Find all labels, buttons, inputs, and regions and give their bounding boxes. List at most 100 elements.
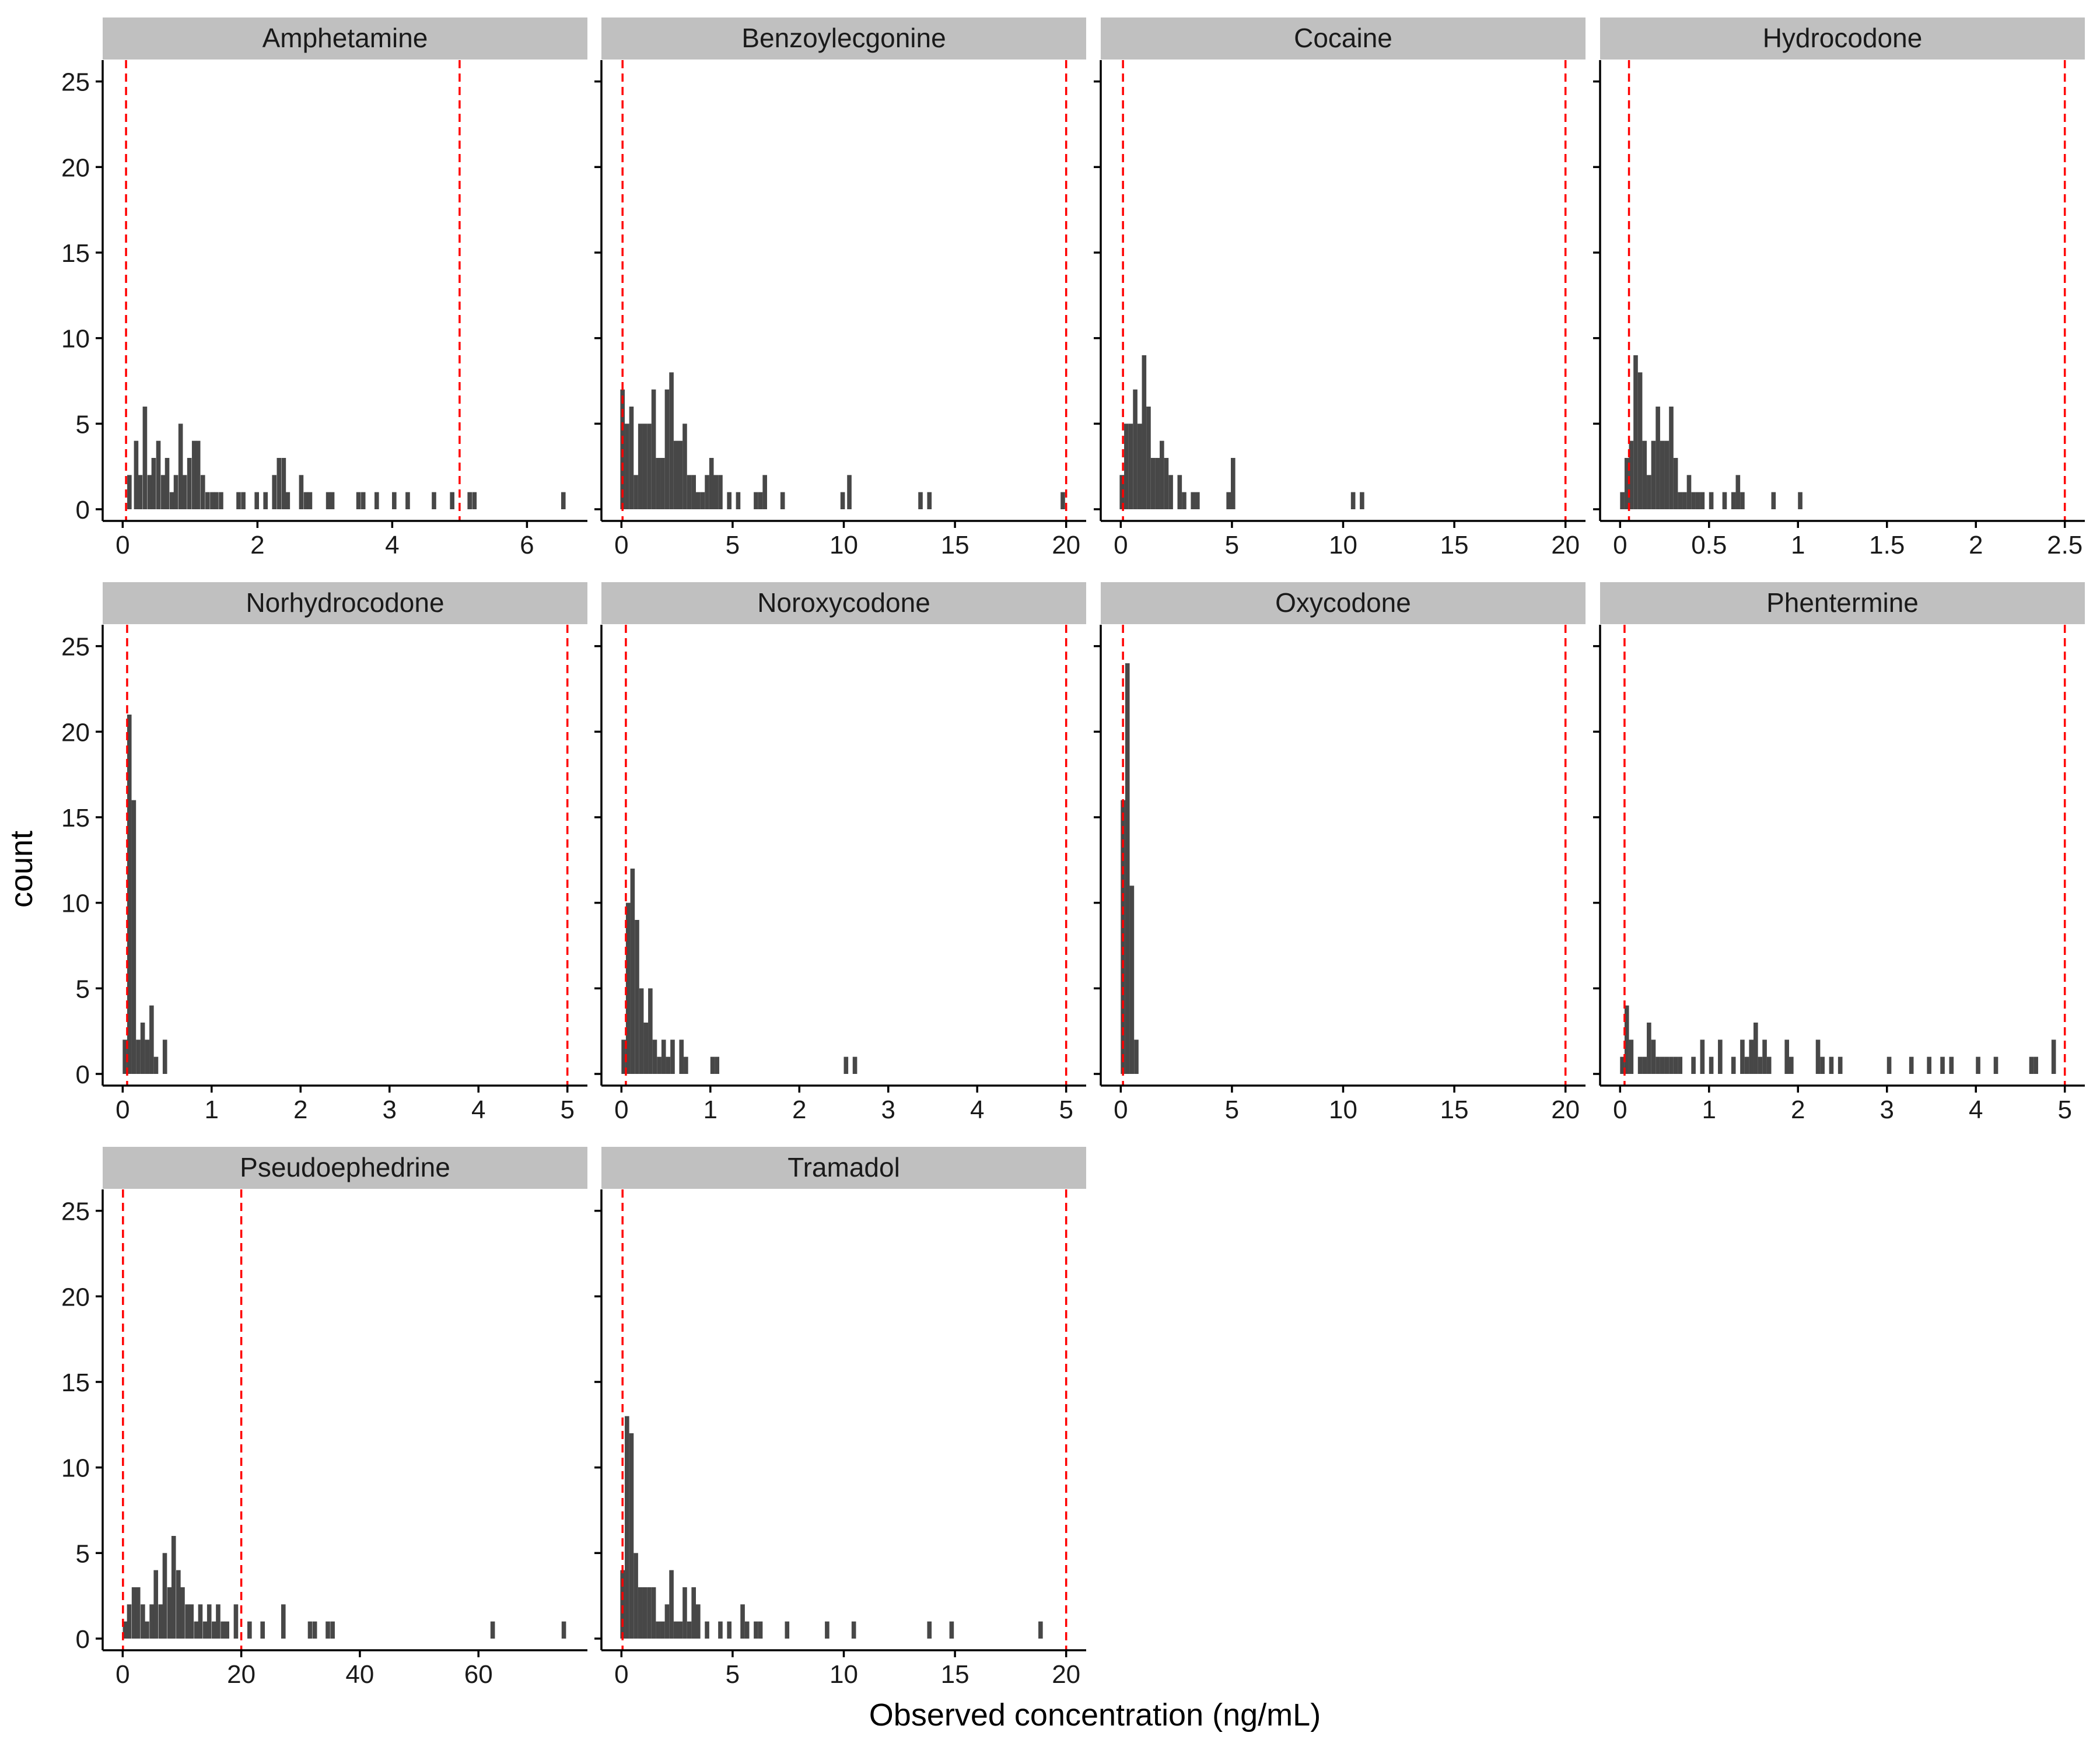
histogram-bar: [638, 1587, 643, 1639]
histogram-bar: [1182, 492, 1186, 509]
histogram-bar: [1038, 1621, 1043, 1639]
histogram-bar: [758, 1621, 763, 1639]
histogram-bar: [639, 988, 644, 1074]
x-tick-label: 0: [1613, 531, 1627, 559]
x-tick-label: 2: [1969, 531, 1983, 559]
histogram-bar: [330, 492, 335, 509]
histogram-bar: [696, 1604, 701, 1639]
histogram-bar: [2029, 1056, 2034, 1074]
facet-strip: [601, 582, 1086, 624]
y-tick-label: 10: [61, 1454, 90, 1483]
histogram-bar: [1976, 1056, 1980, 1074]
histogram-bar: [182, 475, 187, 509]
facet-strip: [1101, 582, 1586, 624]
x-tick-label: 5: [726, 1660, 740, 1689]
facet-phentermine: Phentermine 0 1 2 3 4 5: [1593, 582, 2085, 1124]
histogram-bar: [652, 1040, 657, 1074]
histogram-bar: [1142, 355, 1147, 509]
histogram-bar: [1656, 407, 1660, 509]
x-tick-label: 3: [881, 1096, 895, 1124]
histogram-bar: [160, 475, 166, 509]
histogram-bar: [210, 492, 215, 509]
facet-strip-label: Benzoylecgonine: [741, 23, 946, 53]
facet-strip: [1600, 582, 2085, 624]
facet-hydrocodone: Hydrocodone 0 0.5 1 1.5 2 2.5: [1593, 18, 2085, 559]
histogram-bar: [754, 492, 758, 509]
histogram-bar: [1789, 1056, 1794, 1074]
histogram-bar: [1168, 475, 1173, 509]
histogram-bar: [634, 475, 638, 509]
histogram-bar: [727, 492, 732, 509]
histogram-bar: [171, 1536, 176, 1639]
histogram-bar: [844, 1056, 849, 1074]
histogram-bar: [1191, 492, 1195, 509]
histogram-bar: [1629, 440, 1634, 509]
y-tick-label: 25: [61, 1198, 90, 1226]
histogram-bar: [927, 1621, 932, 1639]
x-tick-label: 1: [704, 1096, 718, 1124]
histogram-bar: [1656, 1056, 1660, 1074]
histogram-bar: [1718, 1040, 1723, 1074]
histogram-bar: [851, 1621, 856, 1639]
x-tick-label: 5: [1225, 531, 1239, 559]
histogram-bar: [392, 492, 397, 509]
histogram-bar: [852, 1056, 858, 1074]
histogram-bar: [1133, 389, 1138, 509]
histogram-bar: [1731, 1056, 1736, 1074]
histogram-bar: [678, 440, 683, 509]
histogram-bar: [1909, 1056, 1914, 1074]
histogram-bar: [1927, 1056, 1931, 1074]
histogram-bar: [1735, 475, 1741, 509]
histogram-bar: [700, 492, 705, 509]
histogram-bar: [1125, 663, 1130, 1074]
histogram-bar: [134, 440, 139, 509]
histogram-bar: [187, 458, 192, 509]
x-tick-label: 20: [227, 1660, 256, 1689]
histogram-bar: [330, 1621, 335, 1639]
histogram-bar: [142, 407, 148, 509]
histogram-bar: [1815, 1040, 1821, 1074]
histogram-bar: [1691, 1056, 1696, 1074]
histogram-bar: [678, 1621, 683, 1639]
histogram-bar: [1798, 492, 1803, 509]
histogram-bar: [1119, 475, 1125, 509]
histogram-bar: [1784, 1040, 1790, 1074]
facet-strip: [103, 18, 587, 60]
histogram-bar: [156, 440, 161, 509]
histogram-bar: [561, 492, 566, 509]
x-tick-label: 10: [1329, 531, 1357, 559]
histogram-bar: [405, 492, 410, 509]
x-tick-label: 0: [116, 531, 130, 559]
x-tick-label: 10: [830, 1660, 858, 1689]
histogram-bar: [705, 1621, 709, 1639]
histogram-bar: [202, 1621, 208, 1639]
histogram-bar: [1758, 1056, 1763, 1074]
histogram-bar: [682, 1587, 687, 1639]
x-tick-label: 2: [792, 1096, 806, 1124]
histogram-bar: [1754, 1023, 1758, 1074]
x-tick-label: 5: [560, 1096, 574, 1124]
histogram-bar: [123, 1621, 128, 1639]
facet-noroxycodone: Noroxycodone 0 1 2 3 4 5: [594, 582, 1086, 1124]
histogram-bar: [679, 1040, 684, 1074]
histogram-bar: [450, 492, 454, 509]
histogram-bar: [691, 1587, 696, 1639]
histogram-bar: [1820, 1056, 1825, 1074]
x-tick-label: 0: [1114, 1096, 1128, 1124]
y-tick-label: 20: [61, 718, 90, 747]
facet-amphetamine: Amphetamine 0 2 4 6 0 5 10 15 20 25: [61, 18, 587, 559]
x-tick-label: 15: [941, 1660, 970, 1689]
histogram-bar: [260, 1621, 265, 1639]
x-tick-label: 15: [941, 531, 970, 559]
histogram-bar: [669, 1570, 674, 1639]
histogram-bar: [673, 1621, 678, 1639]
histogram-bar: [1226, 492, 1231, 509]
histogram-bar: [1124, 424, 1129, 509]
x-axis-title: Observed concentration (ng/mL): [869, 1698, 1321, 1732]
histogram-bar: [281, 1604, 286, 1639]
histogram-bar: [1673, 1056, 1678, 1074]
histogram-bar: [1940, 1056, 1945, 1074]
histogram-bar: [1647, 1023, 1651, 1074]
histogram-bar: [1651, 440, 1656, 509]
histogram-bar: [1660, 440, 1665, 509]
